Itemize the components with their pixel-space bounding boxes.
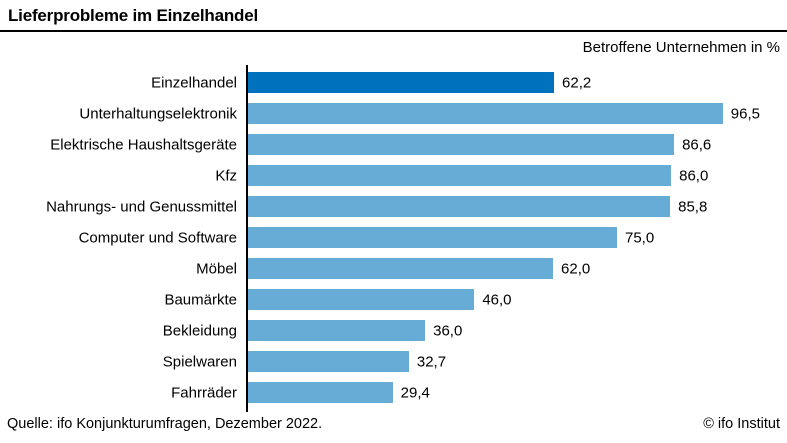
value-label: 62,0: [561, 260, 591, 277]
bar-chart-rows: Einzelhandel 62,2 Unterhaltungselektroni…: [0, 67, 787, 408]
category-label: Kfz: [215, 167, 237, 184]
bar: [248, 72, 555, 93]
footer: Quelle: ifo Konjunkturumfragen, Dezember…: [7, 416, 780, 432]
chart-row: Bekleidung 36,0: [0, 315, 787, 346]
page-title: Lieferprobleme im Einzelhandel: [8, 6, 259, 25]
category-label: Spielwaren: [162, 353, 237, 370]
chart-row: Spielwaren 32,7: [0, 346, 787, 377]
category-label: Bekleidung: [162, 322, 237, 339]
category-label: Unterhaltungselektronik: [79, 105, 237, 122]
bar: [248, 382, 393, 403]
chart-row: Fahrräder 29,4: [0, 377, 787, 408]
value-label: 86,6: [682, 136, 712, 153]
category-label: Möbel: [196, 260, 237, 277]
bar-chart: Einzelhandel 62,2 Unterhaltungselektroni…: [0, 65, 787, 412]
value-label: 36,0: [433, 322, 463, 339]
title-rule: [0, 30, 787, 32]
category-label: Elektrische Haushaltsgeräte: [50, 136, 237, 153]
chart-row: Computer und Software 75,0: [0, 222, 787, 253]
chart-row: Elektrische Haushaltsgeräte 86,6: [0, 129, 787, 160]
bar: [248, 103, 723, 124]
source-note: Quelle: ifo Konjunkturumfragen, Dezember…: [7, 416, 323, 432]
bar: [248, 289, 475, 310]
bar: [248, 227, 617, 248]
value-label: 46,0: [482, 291, 512, 308]
chart-row: Unterhaltungselektronik 96,5: [0, 98, 787, 129]
chart-row: Einzelhandel 62,2: [0, 67, 787, 98]
value-label: 32,7: [416, 353, 447, 370]
value-label: 96,5: [730, 105, 760, 122]
chart-row: Kfz 86,0: [0, 160, 787, 191]
axis-unit-label: Betroffene Unternehmen in %: [582, 39, 780, 56]
bar: [248, 165, 672, 186]
chart-row: Baumärkte 46,0: [0, 284, 787, 315]
bar: [248, 196, 671, 217]
bar: [248, 351, 409, 372]
category-label: Nahrungs- und Genussmittel: [46, 198, 237, 215]
bar: [248, 320, 426, 341]
category-label: Computer und Software: [78, 229, 237, 246]
chart-row: Möbel 62,0: [0, 253, 787, 284]
value-label: 29,4: [400, 384, 430, 401]
category-label: Einzelhandel: [151, 74, 237, 91]
y-axis-line: [246, 65, 248, 412]
value-label: 85,8: [678, 198, 708, 215]
value-label: 62,2: [562, 74, 592, 91]
category-label: Baumärkte: [164, 291, 237, 308]
category-label: Fahrräder: [171, 384, 237, 401]
value-label: 86,0: [679, 167, 709, 184]
bar: [248, 258, 554, 279]
chart-row: Nahrungs- und Genussmittel 85,8: [0, 191, 787, 222]
copyright-note: © ifo Institut: [703, 416, 780, 432]
bar: [248, 134, 675, 155]
value-label: 75,0: [625, 229, 655, 246]
